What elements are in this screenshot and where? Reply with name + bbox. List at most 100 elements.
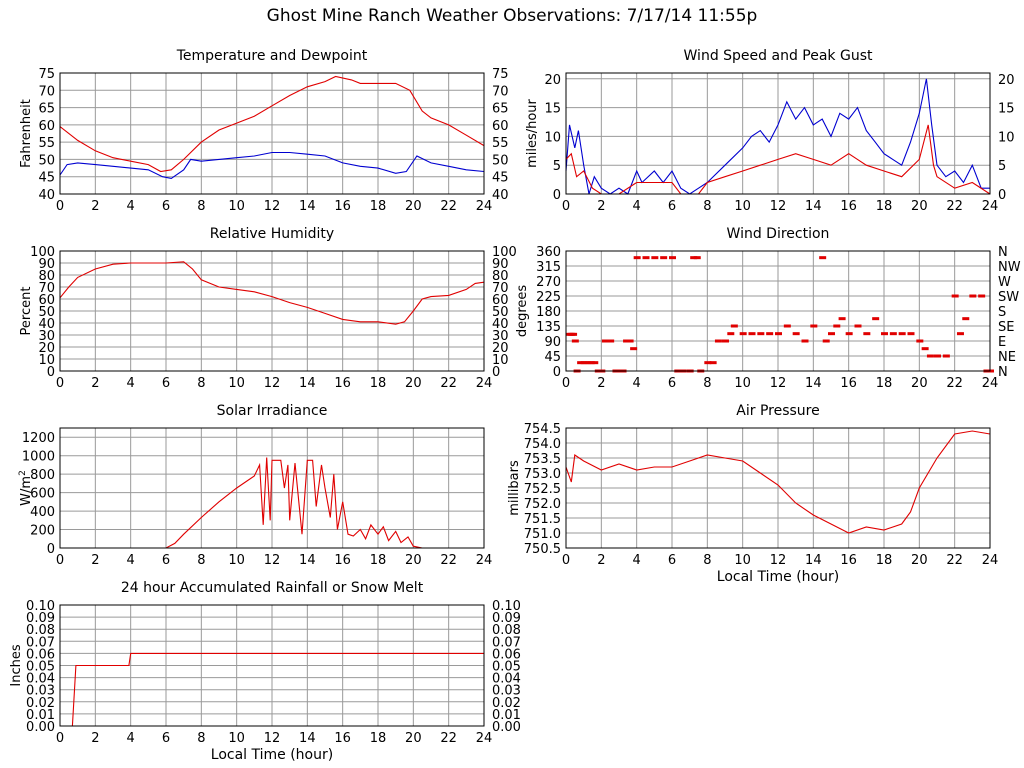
data-point <box>704 361 712 365</box>
x-tick-label: 2 <box>597 553 605 568</box>
y-tick-label: 55 <box>38 136 55 151</box>
y-axis-label: W/m2 <box>18 470 34 506</box>
y-tick-label: 10 <box>544 130 561 145</box>
x-tick-label: 10 <box>228 199 245 214</box>
data-point <box>626 339 634 343</box>
y-tick-label: 60 <box>38 119 55 134</box>
y-tick-label: 200 <box>30 524 55 539</box>
data-point <box>934 354 941 358</box>
y-tick-label: 40 <box>38 188 55 203</box>
y-tick-label: 15 <box>544 102 561 117</box>
y-tick-label: 0.04 <box>26 672 55 687</box>
right-tick-label: 15 <box>998 102 1015 117</box>
right-tick-label: 5 <box>998 159 1006 174</box>
data-point <box>775 332 782 336</box>
x-tick-label: 22 <box>440 553 457 568</box>
right-tick-label: 10 <box>998 130 1015 145</box>
data-point <box>623 339 631 343</box>
y-tick-label: 50 <box>38 153 55 168</box>
x-tick-label: 16 <box>840 376 857 391</box>
y-tick-label: 5 <box>553 159 561 174</box>
data-point <box>962 317 970 321</box>
x-tick-label: 4 <box>633 553 641 568</box>
series-line-2 <box>59 151 485 179</box>
right-tick-label: 0.03 <box>492 684 521 699</box>
y-axis-label: Fahrenheit <box>19 99 34 168</box>
x-tick-label: 20 <box>405 376 422 391</box>
data-point <box>660 256 668 260</box>
y-axis-label-superscript: 2 <box>18 470 28 476</box>
right-tick-label: 0 <box>998 188 1006 203</box>
x-tick-label: 16 <box>334 376 351 391</box>
data-point <box>570 332 578 336</box>
y-tick-label: 45 <box>38 171 55 186</box>
y-tick-label: 753.0 <box>524 467 561 482</box>
data-point <box>872 317 880 321</box>
x-tick-label: 18 <box>876 199 893 214</box>
right-tick-label: 0.08 <box>492 623 521 638</box>
data-point <box>854 324 862 328</box>
x-tick-label: 6 <box>668 376 676 391</box>
x-tick-label: 10 <box>734 199 751 214</box>
y-tick-label: 60 <box>38 293 55 308</box>
y-tick-label: 40 <box>38 317 55 332</box>
y-tick-label: 135 <box>536 320 561 335</box>
x-tick-label: 4 <box>127 199 135 214</box>
y-tick-label: 753.5 <box>524 452 561 467</box>
y-tick-label: 0 <box>553 365 561 380</box>
x-tick-label: 24 <box>476 376 493 391</box>
data-point <box>926 354 934 358</box>
data-point <box>757 332 765 336</box>
chart-title: Wind Direction <box>727 226 830 242</box>
x-tick-label: 8 <box>197 731 205 746</box>
plot-frame <box>59 427 485 549</box>
y-axis-label: millibars <box>507 460 522 516</box>
x-tick-label: 8 <box>197 199 205 214</box>
right-tick-label: 0.04 <box>492 672 521 687</box>
x-tick-label: 4 <box>127 553 135 568</box>
x-axis-label: Local Time (hour) <box>717 569 839 585</box>
data-point <box>651 256 659 260</box>
y-tick-label: 0.09 <box>26 611 55 626</box>
right-tick-label: N <box>998 245 1008 260</box>
x-tick-label: 22 <box>946 376 963 391</box>
x-tick-label: 6 <box>668 199 676 214</box>
plot-frame <box>565 427 991 549</box>
data-point <box>792 332 800 336</box>
x-tick-label: 24 <box>476 731 493 746</box>
x-tick-label: 2 <box>91 553 99 568</box>
data-point <box>819 256 827 260</box>
x-tick-label: 14 <box>805 376 822 391</box>
data-point <box>801 339 809 343</box>
data-point <box>739 332 747 336</box>
x-tick-label: 10 <box>228 731 245 746</box>
right-tick-label: 60 <box>492 119 509 134</box>
y-tick-label: 0.08 <box>26 623 55 638</box>
y-tick-label: 0 <box>553 188 561 203</box>
y-tick-label: 90 <box>38 257 55 272</box>
x-tick-label: 2 <box>597 376 605 391</box>
x-tick-label: 14 <box>805 199 822 214</box>
y-tick-label: 600 <box>30 487 55 502</box>
y-axis-label: degrees <box>515 285 530 338</box>
right-tick-label: 65 <box>492 102 509 117</box>
y-tick-label: 400 <box>30 505 55 520</box>
data-point <box>607 339 615 343</box>
x-tick-label: 6 <box>162 731 170 746</box>
series-line-1 <box>60 457 484 549</box>
chart-title: Temperature and Dewpoint <box>176 48 368 64</box>
y-tick-label: 0.02 <box>26 696 55 711</box>
x-tick-label: 6 <box>162 199 170 214</box>
x-tick-label: 14 <box>299 731 316 746</box>
data-point <box>766 332 774 336</box>
right-tick-label: 45 <box>492 171 509 186</box>
chart-title: Solar Irradiance <box>217 403 328 419</box>
data-point <box>881 332 888 336</box>
x-tick-label: 20 <box>405 731 422 746</box>
right-tick-label: 40 <box>492 188 509 203</box>
x-tick-label: 14 <box>805 553 822 568</box>
x-tick-label: 12 <box>770 199 787 214</box>
x-tick-label: 2 <box>91 199 99 214</box>
